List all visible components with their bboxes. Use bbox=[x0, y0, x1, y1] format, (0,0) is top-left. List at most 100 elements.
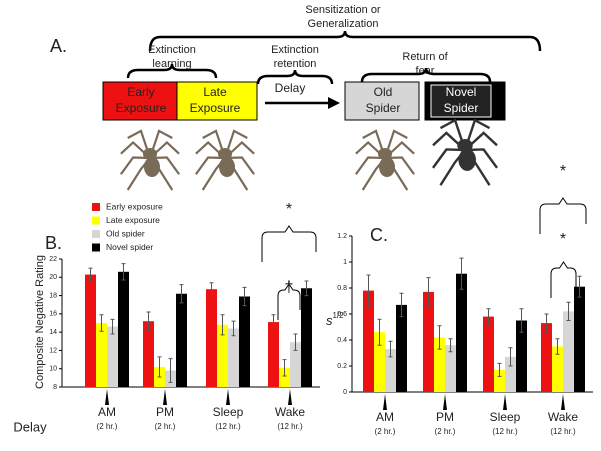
legend-swatch bbox=[92, 203, 100, 211]
error-bar bbox=[437, 325, 442, 350]
x-tick-label: AM bbox=[376, 410, 394, 424]
y-axis-title-main: s bbox=[326, 313, 333, 328]
bar bbox=[445, 345, 456, 392]
brace bbox=[126, 63, 218, 79]
bar bbox=[516, 320, 527, 392]
bar bbox=[143, 321, 154, 387]
box-label: Exposure bbox=[190, 101, 241, 115]
category-pointer bbox=[383, 394, 387, 410]
bar bbox=[385, 349, 396, 392]
significance-marker: * bbox=[286, 201, 292, 218]
legend-swatch bbox=[92, 216, 100, 225]
y-axis-title: Composite Negative Rating bbox=[34, 255, 46, 389]
error-bar bbox=[220, 314, 225, 336]
error-bar bbox=[121, 263, 126, 281]
error-bar bbox=[577, 275, 582, 298]
spider-abdomen bbox=[219, 157, 235, 177]
box-label: Old bbox=[374, 85, 393, 99]
error-bar bbox=[555, 338, 560, 355]
error-bar bbox=[146, 311, 151, 331]
error-bar bbox=[377, 318, 382, 346]
error-bar bbox=[566, 301, 571, 321]
category-pointer bbox=[163, 389, 167, 405]
y-tick-label: 18 bbox=[49, 292, 57, 299]
spider-leg bbox=[355, 156, 386, 175]
error-bar bbox=[209, 282, 214, 297]
legend-swatch bbox=[92, 243, 100, 252]
error-bar bbox=[497, 362, 502, 377]
spider-leg bbox=[432, 148, 466, 169]
box-label: Spider bbox=[366, 101, 401, 115]
legend-label: Late exposure bbox=[106, 215, 160, 225]
error-bar bbox=[242, 286, 247, 307]
bar bbox=[217, 324, 228, 387]
bar bbox=[483, 316, 494, 392]
error-bar bbox=[399, 292, 404, 318]
condition-box bbox=[176, 81, 258, 121]
error-bar bbox=[366, 274, 371, 307]
spider-abdomen bbox=[144, 157, 160, 177]
bar bbox=[434, 337, 445, 392]
error-bar bbox=[99, 314, 104, 332]
learning-label: Extinction bbox=[148, 44, 196, 56]
x-tick-label: Wake bbox=[275, 405, 306, 419]
x-tick-sublabel: (2 hr.) bbox=[435, 427, 456, 436]
x-tick-label: AM bbox=[98, 405, 116, 419]
spider-abdomen bbox=[458, 148, 477, 171]
spider-body bbox=[218, 148, 232, 160]
y-tick-label: 16 bbox=[49, 311, 57, 318]
box-label: Early bbox=[127, 85, 154, 99]
condition-box bbox=[102, 81, 178, 121]
error-bar bbox=[271, 314, 276, 330]
error-bar bbox=[293, 333, 298, 351]
spider-leg bbox=[195, 156, 226, 175]
bar bbox=[301, 288, 312, 387]
y-tick-label: 0.4 bbox=[337, 337, 347, 344]
error-bar bbox=[486, 308, 491, 325]
legend-label: Novel spider bbox=[106, 242, 153, 252]
x-tick-sublabel: (12 hr.) bbox=[550, 427, 576, 436]
bar bbox=[456, 273, 467, 392]
significance-marker: * bbox=[560, 231, 566, 248]
y-tick-label: 12 bbox=[49, 347, 57, 354]
legend-label: Old spider bbox=[106, 228, 145, 238]
x-tick-sublabel: (12 hr.) bbox=[215, 422, 241, 431]
panel-label: C. bbox=[370, 225, 388, 245]
spider-leg bbox=[464, 148, 498, 169]
panel-label: A. bbox=[50, 36, 67, 56]
significance-marker: † bbox=[285, 279, 294, 296]
top-label: Sensitization or bbox=[305, 4, 381, 16]
spider-body bbox=[378, 148, 392, 160]
bar bbox=[552, 346, 563, 392]
x-tick-sublabel: (12 hr.) bbox=[492, 427, 518, 436]
y-tick-label: 14 bbox=[49, 329, 57, 336]
spider-leg bbox=[384, 156, 415, 175]
error-bar bbox=[110, 318, 115, 335]
bar bbox=[268, 322, 279, 387]
legend-swatch bbox=[92, 230, 100, 238]
x-tick-sublabel: (2 hr.) bbox=[155, 422, 176, 431]
bar bbox=[85, 274, 96, 387]
learning-label: learning bbox=[152, 58, 191, 70]
box-label: Novel bbox=[446, 85, 477, 99]
y-tick-label: 0 bbox=[343, 389, 347, 396]
sig-brace bbox=[277, 283, 301, 320]
y-axis-title: s1/2 bbox=[326, 311, 344, 328]
bar bbox=[176, 293, 187, 387]
category-pointer bbox=[226, 389, 230, 405]
inner-box bbox=[430, 84, 492, 118]
category-pointer bbox=[105, 389, 109, 405]
error-bar bbox=[88, 267, 93, 282]
bar bbox=[574, 286, 585, 392]
panel-label: B. bbox=[45, 233, 62, 253]
category-pointer bbox=[503, 394, 507, 410]
bar bbox=[423, 291, 434, 392]
y-tick-label: 22 bbox=[49, 256, 57, 263]
sig-brace bbox=[539, 197, 587, 234]
category-pointer bbox=[288, 389, 292, 405]
return-label: Return of bbox=[402, 51, 448, 63]
box-label: Late bbox=[203, 85, 227, 99]
arrow-head bbox=[328, 97, 340, 109]
top-label: Generalization bbox=[308, 18, 379, 30]
